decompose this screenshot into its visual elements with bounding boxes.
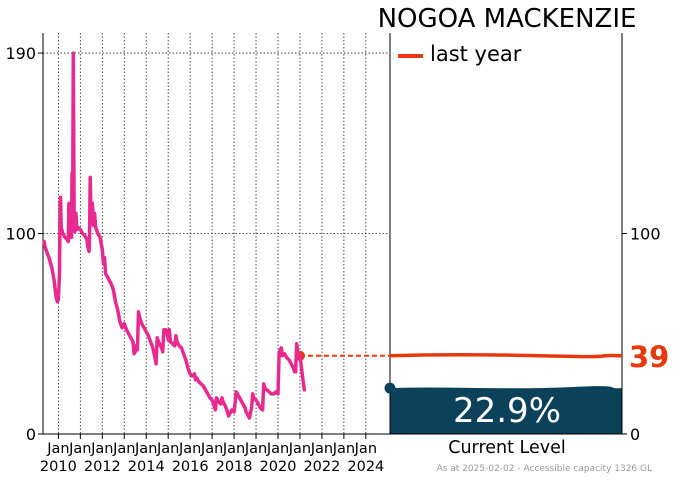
chart-title: NOGOA MACKENZIE [378,4,637,34]
x-tick-label-year: 2016 [172,459,209,475]
storage-series-line [42,51,307,420]
x-tick-label-month: Jan [90,441,113,457]
current-level-label: Current Level [448,438,565,458]
x-tick-label-month: Jan [288,441,311,457]
x-tick-label-month: Jan [354,441,377,457]
x-tick-label-month: Jan [332,441,355,457]
x-tick-label-month: Jan [200,441,223,457]
current-level-layer [390,386,622,434]
last-year-value-label: 39 [629,340,669,374]
x-tick-label-month: Jan [112,441,135,457]
x-tick-label-year: 2012 [84,459,121,475]
x-tick-label-year: 2020 [260,459,297,475]
current-percent-label: 22.9% [453,391,561,431]
series-layer [42,51,623,420]
y-tick-label: 190 [5,44,36,63]
x-tick-label-year: 2014 [128,459,165,475]
axes-layer [38,33,627,439]
y-tick-label: 0 [26,425,36,444]
x-tick-label-month: Jan [222,441,245,457]
right-y-tick-label: 0 [630,425,640,444]
x-tick-label-month: Jan [46,441,69,457]
x-tick-label-month: Jan [156,441,179,457]
x-tick-label-month: Jan [310,441,333,457]
x-tick-label-year: 2022 [303,459,340,475]
x-tick-label-month: Jan [244,441,267,457]
x-tick-label-month: Jan [134,441,157,457]
grid-layer [43,33,390,434]
right-y-tick-label: 100 [630,225,661,244]
x-tick-label-year: 2010 [40,459,77,475]
current-level-point [384,382,396,394]
x-tick-label-month: Jan [178,441,201,457]
y-tick-label: 100 [5,225,36,244]
x-tick-label-month: Jan [68,441,91,457]
last-year-line [389,352,623,359]
footnote: As at 2025-02-02 - Accessible capacity 1… [437,464,652,474]
current-level-fill [390,386,622,434]
x-tick-label-month: Jan [266,441,289,457]
x-tick-label-year: 2018 [216,459,253,475]
x-tick-label-year: 2024 [347,459,384,475]
legend-label: last year [430,42,522,66]
